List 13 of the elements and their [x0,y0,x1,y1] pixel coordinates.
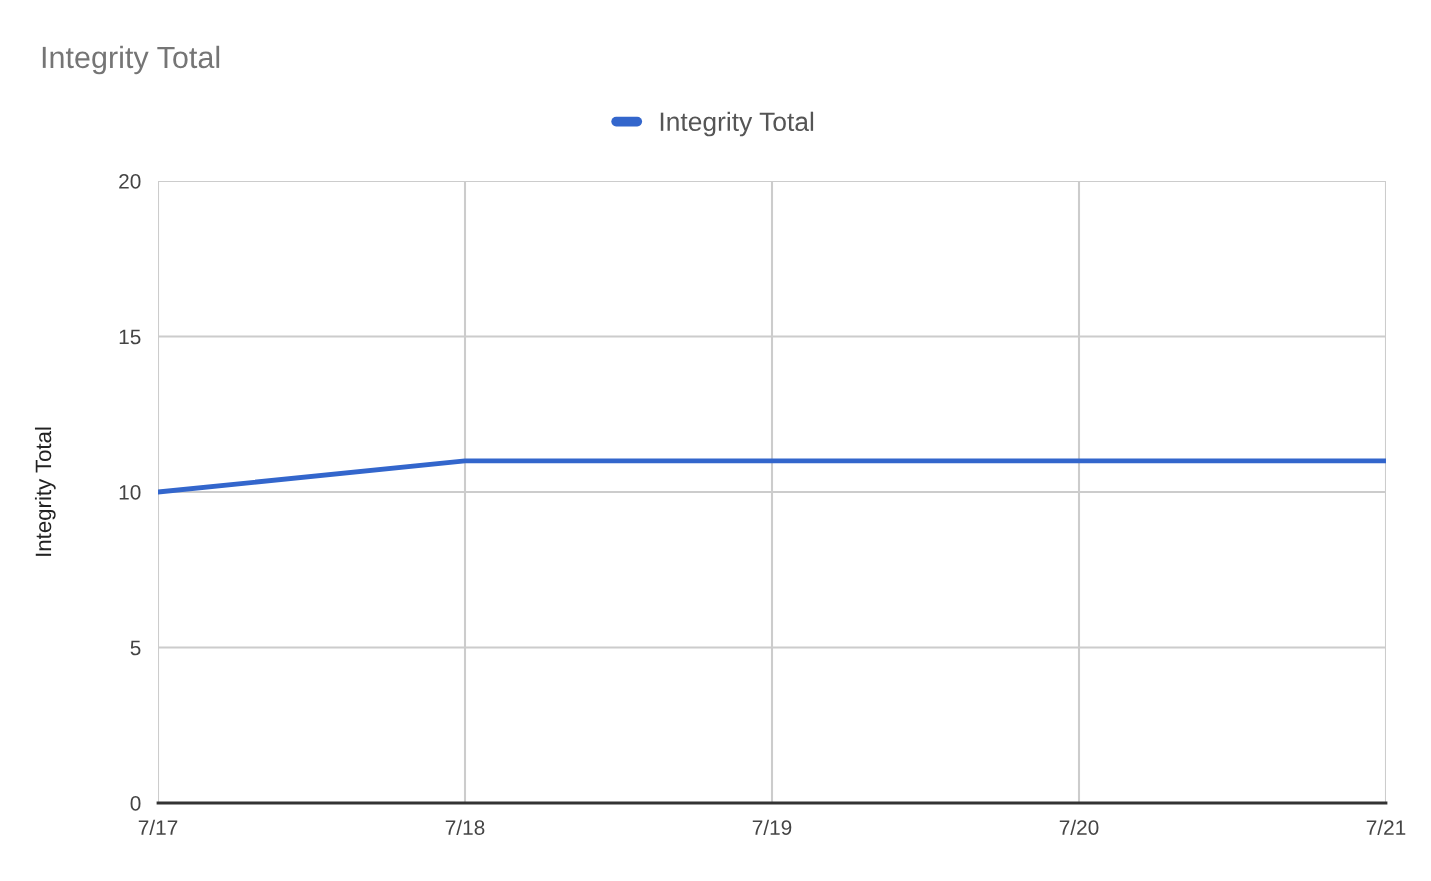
chart-title: Integrity Total [42,45,220,75]
x-tick-label: 7/18 [445,819,485,835]
x-tick-label: 7/17 [138,819,178,835]
y-tick-label: 15 [119,329,141,345]
x-tick-label: 7/21 [1366,819,1406,835]
x-tick-label: 7/20 [1059,819,1099,835]
y-tick-label: 0 [130,796,141,811]
legend-label: Integrity Total [660,111,814,137]
y-tick-label: 5 [130,640,141,656]
y-tick-label: 10 [119,485,141,500]
y-tick-label: 20 [119,174,141,189]
y-axis-title: Integrity Total [34,427,56,556]
x-tick-label: 7/19 [752,819,792,835]
